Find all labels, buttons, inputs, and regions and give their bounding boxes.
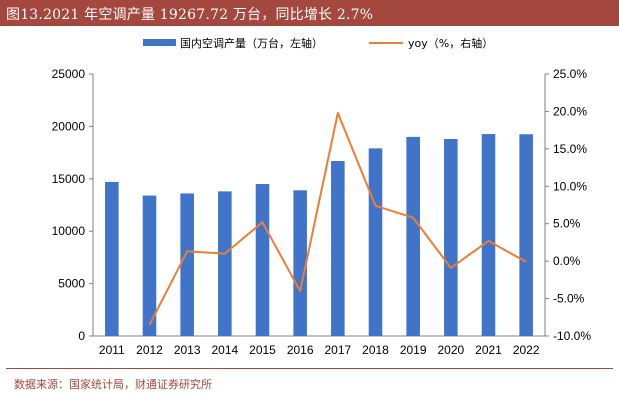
bar-2021 xyxy=(481,134,496,336)
bar-2020 xyxy=(444,138,458,336)
bar-2018 xyxy=(368,148,383,336)
x-tick-label: 2021 xyxy=(475,343,502,357)
x-tick-label: 2013 xyxy=(174,343,201,357)
bar-2012 xyxy=(142,195,157,336)
bar-2016 xyxy=(293,190,307,336)
chart-title: 图13.2021 年空调产量 19267.72 万台，同比增长 2.7% xyxy=(6,7,374,23)
x-tick-label: 2022 xyxy=(513,343,540,357)
y-right-tick-label: 0.0% xyxy=(553,254,581,268)
bar-2017 xyxy=(331,160,345,336)
title-bar: 图13.2021 年空调产量 19267.72 万台，同比增长 2.7% xyxy=(0,0,619,26)
chart-svg: 国内空调产量（万台，左轴） yoy（%，右轴） 0 5000 10000 15000 2… xyxy=(52,36,592,357)
y-left-ticks: 0 5000 10000 15000 20000 25000 xyxy=(52,67,93,343)
bar-2014 xyxy=(218,191,232,336)
y-right-tick-label: -10.0% xyxy=(553,329,591,343)
footer-divider xyxy=(6,368,613,369)
y-left-tick-label: 0 xyxy=(78,329,85,343)
bar-2011 xyxy=(105,181,119,336)
y-right-tick-label: 10.0% xyxy=(553,179,587,193)
bar-2022 xyxy=(519,134,533,336)
x-tick-label: 2020 xyxy=(437,343,464,357)
y-left-tick-label: 10000 xyxy=(52,224,86,238)
y-left-tick-label: 15000 xyxy=(52,172,86,186)
legend-line-label: yoy（%，右轴） xyxy=(408,36,493,50)
x-tick-label: 2018 xyxy=(362,343,389,357)
x-ticks: 2011 2012 2013 2014 2015 2016 2017 2018 2019 2020… xyxy=(99,343,540,357)
x-tick-label: 2015 xyxy=(249,343,276,357)
y-right-tick-label: -5.0% xyxy=(553,292,585,306)
bars xyxy=(105,134,533,336)
plot-axes xyxy=(92,74,546,337)
y-right-tick-label: 20.0% xyxy=(553,104,587,118)
x-tick-label: 2017 xyxy=(324,343,351,357)
x-tick-label: 2014 xyxy=(211,343,238,357)
legend: 国内空调产量（万台，左轴） yoy（%，右轴） xyxy=(143,36,493,50)
y-left-tick-label: 25000 xyxy=(52,67,86,81)
bar-2019 xyxy=(406,136,420,336)
source-note: 数据来源：国家统计局，财通证券研究所 xyxy=(14,378,212,391)
bar-2013 xyxy=(180,193,194,336)
x-tick-label: 2016 xyxy=(287,343,314,357)
legend-bar-label: 国内空调产量（万台，左轴） xyxy=(180,36,323,50)
yoy-line-group xyxy=(148,111,527,326)
y-left-tick-label: 20000 xyxy=(52,119,86,133)
x-tick-label: 2011 xyxy=(99,343,125,357)
x-tick-label: 2019 xyxy=(400,343,427,357)
y-right-tick-label: 25.0% xyxy=(553,67,587,81)
legend-bar-swatch xyxy=(143,39,176,46)
y-right-tick-label: 5.0% xyxy=(553,217,581,231)
y-left-tick-label: 5000 xyxy=(58,277,85,291)
y-right-tick-label: 15.0% xyxy=(553,142,587,156)
x-tick-label: 2012 xyxy=(136,343,163,357)
bar-2015 xyxy=(255,184,270,336)
y-right-ticks: -10.0% -5.0% 0.0% 5.0% 10.0% 15.0% 20.0% 25.0% xyxy=(545,67,591,343)
